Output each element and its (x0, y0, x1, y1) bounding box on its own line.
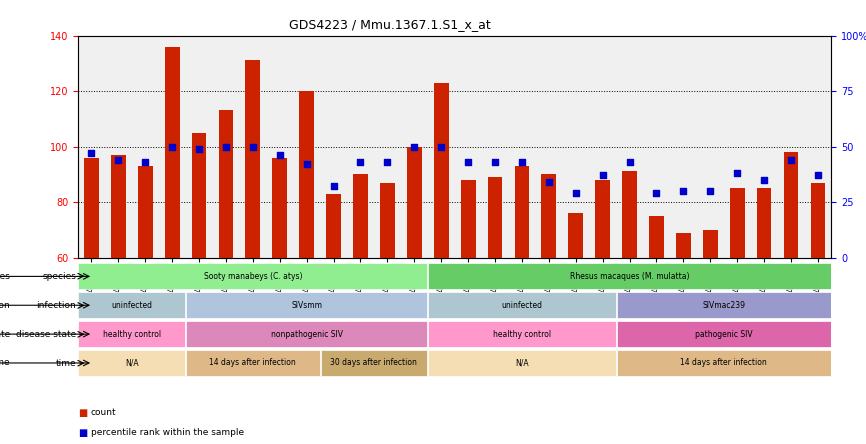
Bar (488, 177, 502, 258)
Bar (514, 166, 529, 258)
Text: ■: ■ (78, 408, 87, 418)
Text: SIVmac239: SIVmac239 (702, 301, 746, 310)
Point (811, 172, 824, 179)
Bar (245, 60, 261, 258)
Bar (622, 171, 637, 258)
Text: SIVsmm: SIVsmm (291, 301, 322, 310)
FancyBboxPatch shape (320, 350, 427, 376)
Text: N/A: N/A (515, 358, 529, 368)
Point (676, 187, 690, 194)
Text: count: count (91, 408, 117, 417)
Text: species: species (0, 272, 10, 281)
Text: 14 days after infection: 14 days after infection (681, 358, 767, 368)
Bar (326, 194, 341, 258)
Text: ■: ■ (78, 428, 87, 438)
Bar (703, 230, 718, 258)
Point (784, 156, 798, 163)
Point (434, 143, 448, 150)
FancyBboxPatch shape (617, 292, 830, 318)
Bar (568, 213, 583, 258)
Text: uninfected: uninfected (111, 301, 152, 310)
Text: healthy control: healthy control (493, 329, 551, 339)
Point (273, 152, 287, 159)
Text: species: species (42, 272, 76, 281)
Point (596, 172, 610, 179)
Bar (165, 47, 179, 258)
Text: 14 days after infection: 14 days after infection (210, 358, 296, 368)
Point (462, 159, 475, 166)
FancyBboxPatch shape (186, 321, 427, 347)
Text: uninfected: uninfected (501, 301, 542, 310)
Text: Sooty manabeys (C. atys): Sooty manabeys (C. atys) (204, 272, 302, 281)
Bar (191, 133, 206, 258)
FancyBboxPatch shape (429, 263, 830, 289)
Point (407, 143, 421, 150)
Point (380, 159, 394, 166)
Bar (300, 91, 314, 258)
Point (569, 190, 583, 197)
Bar (138, 166, 152, 258)
Point (246, 143, 260, 150)
FancyBboxPatch shape (79, 292, 185, 318)
Bar (676, 233, 691, 258)
Point (85, 150, 99, 157)
FancyBboxPatch shape (186, 350, 320, 376)
Point (192, 145, 206, 152)
FancyBboxPatch shape (186, 292, 427, 318)
Point (219, 143, 233, 150)
Text: disease state: disease state (0, 329, 10, 339)
Point (623, 159, 637, 166)
Bar (218, 111, 233, 258)
FancyBboxPatch shape (79, 263, 427, 289)
Point (515, 159, 529, 166)
Point (542, 178, 556, 186)
Bar (84, 158, 99, 258)
Bar (434, 83, 449, 258)
FancyBboxPatch shape (617, 350, 830, 376)
Point (112, 156, 126, 163)
Bar (380, 182, 395, 258)
Text: nonpathogenic SIV: nonpathogenic SIV (271, 329, 343, 339)
Bar (541, 174, 556, 258)
FancyBboxPatch shape (617, 321, 830, 347)
Bar (649, 216, 664, 258)
Bar (111, 155, 126, 258)
FancyBboxPatch shape (429, 292, 616, 318)
Point (703, 187, 717, 194)
Point (488, 159, 502, 166)
FancyBboxPatch shape (79, 321, 185, 347)
Bar (595, 180, 610, 258)
Text: time: time (0, 358, 10, 368)
Bar (811, 182, 825, 258)
Text: healthy control: healthy control (103, 329, 161, 339)
Bar (784, 152, 798, 258)
Point (300, 161, 313, 168)
Bar (407, 147, 422, 258)
Point (165, 143, 179, 150)
Bar (757, 188, 772, 258)
Point (757, 176, 771, 183)
Bar (461, 180, 475, 258)
Text: disease state: disease state (16, 330, 76, 339)
Point (650, 190, 663, 197)
Bar (730, 188, 745, 258)
Point (139, 159, 152, 166)
Bar (353, 174, 368, 258)
Point (353, 159, 367, 166)
Text: percentile rank within the sample: percentile rank within the sample (91, 428, 244, 437)
Text: time: time (55, 359, 76, 368)
Text: N/A: N/A (125, 358, 139, 368)
FancyBboxPatch shape (429, 321, 616, 347)
Text: pathogenic SIV: pathogenic SIV (695, 329, 753, 339)
Text: infection: infection (0, 301, 10, 310)
FancyBboxPatch shape (429, 350, 616, 376)
FancyBboxPatch shape (79, 350, 185, 376)
Bar (272, 158, 288, 258)
Text: Rhesus macaques (M. mulatta): Rhesus macaques (M. mulatta) (570, 272, 689, 281)
Text: infection: infection (36, 301, 76, 310)
Text: 30 days after infection: 30 days after infection (331, 358, 417, 368)
Point (730, 170, 744, 177)
Point (326, 183, 340, 190)
Text: GDS4223 / Mmu.1367.1.S1_x_at: GDS4223 / Mmu.1367.1.S1_x_at (289, 18, 490, 31)
